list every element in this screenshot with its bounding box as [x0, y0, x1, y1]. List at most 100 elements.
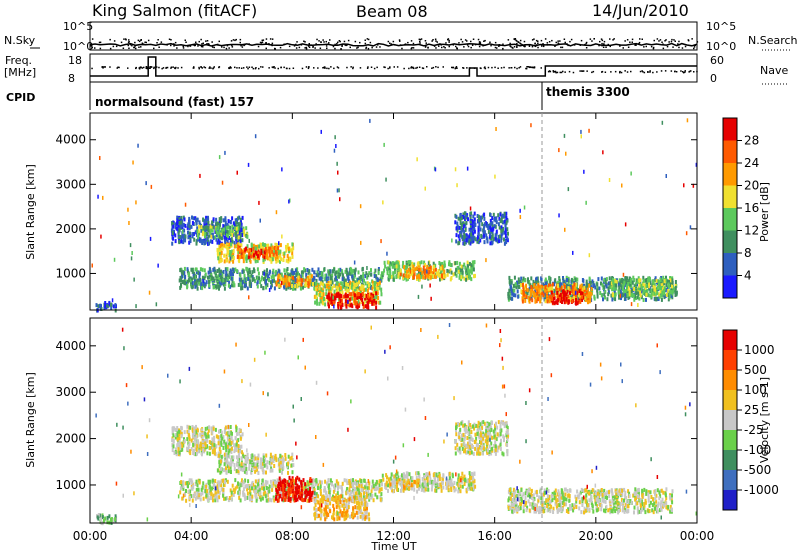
noise-dot	[410, 40, 413, 42]
echo-cell	[201, 428, 204, 433]
echo-cell	[180, 269, 183, 274]
echo-cell	[633, 278, 636, 283]
echo-cell	[462, 212, 465, 217]
nave-dot	[508, 67, 510, 69]
echo-cell	[355, 304, 358, 309]
noise-dot	[411, 47, 413, 49]
echo-cell	[236, 458, 239, 463]
echo-cell	[667, 284, 670, 289]
echo-cell	[502, 220, 505, 225]
echo-cell	[221, 436, 224, 441]
echo-cell	[215, 227, 218, 232]
noise-dot	[140, 39, 142, 41]
echo-cell	[324, 277, 327, 282]
noise-dot	[318, 40, 320, 42]
nave-dot	[262, 66, 264, 68]
echo-cell	[385, 177, 387, 182]
noise-dot	[658, 40, 660, 42]
nave-dot	[172, 66, 174, 68]
echo-cell	[241, 215, 244, 220]
echo-cell	[256, 276, 259, 281]
echo-cell	[178, 236, 180, 241]
echo-cell	[227, 283, 230, 288]
echo-cell	[669, 290, 672, 294]
echo-cell	[298, 281, 301, 286]
noise-dot	[570, 38, 573, 41]
echo-cell	[188, 231, 191, 236]
echo-cell	[236, 233, 239, 238]
noise-dot	[662, 43, 664, 45]
noise-dot	[346, 44, 348, 46]
echo-cell	[232, 268, 235, 272]
noise-dot	[201, 43, 203, 45]
echo-cell	[375, 305, 378, 310]
echo-cell	[337, 281, 340, 286]
echo-cell	[277, 251, 280, 256]
echo-cell	[451, 238, 453, 243]
echo-cell	[665, 275, 667, 280]
echo-cell	[474, 237, 477, 242]
echo-cell	[655, 288, 658, 293]
echo-cell	[228, 270, 231, 275]
echo-cell	[218, 445, 221, 449]
echo-cell	[610, 281, 613, 286]
echo-cell	[567, 286, 570, 291]
echo-cell	[224, 278, 227, 283]
echo-cell	[487, 229, 490, 234]
echo-cell	[201, 275, 204, 280]
echo-cell	[330, 297, 333, 302]
echo-cell	[184, 223, 187, 228]
echo-cell	[577, 293, 580, 298]
echo-cell	[487, 226, 490, 230]
noise-dot	[519, 39, 522, 42]
y-tick-label: 3000	[55, 177, 86, 191]
echo-cell	[542, 293, 545, 298]
echo-cell	[452, 272, 455, 277]
echo-cell	[191, 425, 194, 429]
echo-cell	[470, 266, 473, 271]
echo-cell	[114, 303, 117, 308]
echo-cell	[196, 229, 199, 234]
echo-cell	[252, 251, 255, 255]
echo-cell	[213, 443, 216, 448]
noise-dot	[168, 38, 171, 40]
echo-cell	[211, 239, 214, 244]
echo-cell	[337, 268, 340, 273]
echo-cell	[558, 287, 561, 292]
echo-cell	[424, 275, 427, 280]
echo-cell	[392, 272, 395, 277]
echo-cell	[204, 443, 207, 448]
echo-cell	[180, 425, 183, 430]
echo-cell	[350, 270, 353, 275]
echo-cell	[467, 217, 469, 222]
echo-cell	[203, 438, 206, 443]
noise-dot	[310, 44, 312, 46]
nave-dot	[146, 67, 148, 70]
echo-cell	[618, 295, 621, 300]
echo-cell	[217, 238, 220, 243]
echo-cell	[525, 290, 528, 295]
echo-cell	[493, 224, 496, 229]
echo-cell	[223, 468, 225, 473]
echo-cell	[96, 515, 99, 520]
nave-dot	[675, 71, 678, 73]
noise-dot	[369, 41, 372, 44]
echo-cell	[527, 279, 530, 284]
echo-cell	[652, 284, 655, 289]
echo-cell	[196, 451, 198, 456]
nave-dot	[670, 70, 673, 72]
echo-cell	[603, 292, 606, 297]
echo-cell	[441, 266, 444, 271]
echo-cell	[155, 302, 158, 307]
echo-cell	[492, 226, 495, 231]
echo-cell	[396, 267, 399, 272]
echo-cell	[476, 214, 479, 218]
echo-cell	[178, 221, 181, 225]
echo-cell	[473, 274, 475, 279]
echo-cell	[442, 274, 445, 279]
noise-dot	[328, 42, 330, 44]
echo-cell	[469, 241, 472, 246]
echo-cell	[432, 274, 435, 279]
echo-cell	[571, 299, 574, 304]
echo-cell	[405, 277, 408, 282]
